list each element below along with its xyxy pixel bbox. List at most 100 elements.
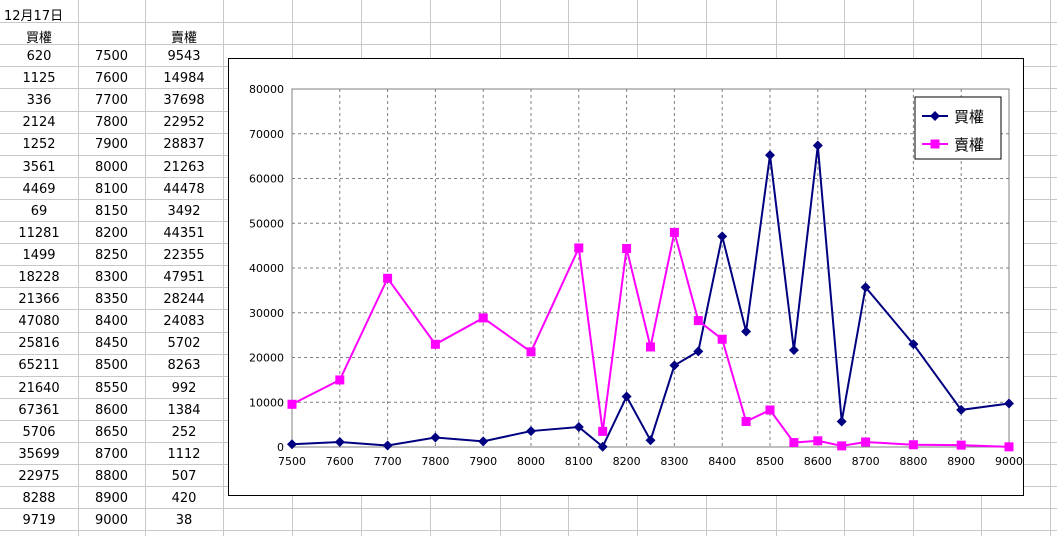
call-value-cell[interactable]: 21366	[18, 292, 60, 308]
call-value-cell[interactable]: 1499	[22, 247, 56, 263]
put-value-cell[interactable]: 14984	[163, 71, 205, 87]
put-value-cell[interactable]: 38	[175, 513, 193, 529]
call-value-cell[interactable]: 11281	[18, 225, 60, 241]
call-value-cell[interactable]: 35699	[18, 446, 60, 462]
data-point	[908, 440, 918, 450]
legend-box	[914, 96, 1002, 160]
put-value-cell[interactable]: 5702	[167, 336, 201, 352]
call-value-cell[interactable]: 67361	[18, 402, 60, 418]
call-value-cell[interactable]: 8288	[22, 491, 56, 506]
data-point	[956, 440, 966, 450]
put-value-cell[interactable]: 44351	[163, 225, 205, 241]
put-value-cell[interactable]: 44478	[163, 181, 205, 197]
data-point	[334, 436, 345, 447]
call-value-cell[interactable]: 3561	[22, 159, 56, 175]
strike-cell[interactable]: 7600	[94, 71, 129, 87]
data-point	[717, 231, 728, 242]
put-value-cell[interactable]: 47951	[163, 270, 205, 285]
strike-cell[interactable]: 8450	[94, 336, 129, 352]
strike-cell[interactable]: 7800	[94, 115, 129, 131]
data-point	[382, 440, 393, 451]
x-tick-label: 7700	[374, 455, 402, 468]
data-point	[860, 282, 871, 293]
strike-cell[interactable]: 7700	[94, 93, 129, 109]
call-value-cell[interactable]: 1125	[22, 71, 56, 87]
call-value-cell[interactable]: 1252	[22, 137, 56, 153]
call-value-cell[interactable]: 25816	[18, 336, 60, 352]
strike-cell[interactable]: 8200	[94, 225, 129, 241]
call-value-cell[interactable]: 65211	[18, 358, 60, 374]
strike-cell[interactable]: 8900	[94, 491, 129, 506]
put-value-cell[interactable]: 1112	[167, 446, 201, 462]
strike-cell[interactable]: 7500	[94, 49, 129, 64]
strike-cell[interactable]: 7900	[94, 137, 129, 153]
data-point	[1004, 442, 1014, 452]
put-value-cell[interactable]: 252	[171, 424, 197, 440]
strike-cell[interactable]: 8500	[94, 358, 129, 374]
data-point	[788, 345, 799, 356]
strike-cell[interactable]: 8650	[94, 424, 129, 440]
y-tick-label: 30000	[249, 307, 284, 320]
x-tick-label: 8800	[899, 455, 927, 468]
call-value-cell[interactable]: 22975	[18, 468, 60, 484]
call-value-cell[interactable]: 69	[30, 203, 48, 219]
call-value-cell[interactable]: 47080	[18, 314, 60, 330]
put-value-cell[interactable]: 1384	[167, 402, 201, 418]
put-value-cell[interactable]: 22355	[163, 247, 205, 263]
data-point	[598, 426, 608, 436]
call-value-cell[interactable]: 620	[26, 49, 52, 64]
call-value-cell[interactable]: 4469	[22, 181, 56, 197]
put-value-cell[interactable]: 992	[171, 380, 197, 396]
x-tick-label: 8600	[804, 455, 832, 468]
data-point	[669, 360, 680, 371]
put-value-cell[interactable]: 37698	[163, 93, 205, 109]
call-value-cell[interactable]: 21640	[18, 380, 60, 396]
strike-cell[interactable]: 8550	[94, 380, 129, 396]
put-value-cell[interactable]: 8263	[167, 358, 201, 374]
put-value-cell[interactable]: 28244	[163, 292, 205, 308]
put-value-cell[interactable]: 22952	[163, 115, 205, 131]
x-tick-label: 7800	[421, 455, 449, 468]
date-cell[interactable]: 12月17日	[4, 9, 64, 24]
data-point	[908, 339, 919, 350]
data-point	[621, 391, 632, 402]
put-value-cell[interactable]: 507	[171, 468, 197, 484]
data-point	[693, 346, 704, 357]
data-point	[478, 436, 489, 447]
x-tick-label: 7600	[326, 455, 354, 468]
header-put[interactable]: 賣權	[170, 31, 197, 46]
strike-cell[interactable]: 8600	[94, 402, 129, 418]
put-value-cell[interactable]: 9543	[167, 49, 201, 64]
data-point	[430, 432, 441, 443]
strike-cell[interactable]: 8350	[94, 292, 129, 308]
x-tick-label: 8400	[708, 455, 736, 468]
strike-cell[interactable]: 9000	[94, 513, 129, 529]
data-point	[430, 339, 440, 349]
strike-cell[interactable]: 8100	[94, 181, 129, 197]
strike-cell[interactable]: 8250	[94, 247, 129, 263]
put-value-cell[interactable]: 24083	[163, 314, 205, 330]
strike-cell[interactable]: 8700	[94, 446, 129, 462]
strike-cell[interactable]: 8800	[94, 468, 129, 484]
put-value-cell[interactable]: 420	[171, 491, 197, 506]
x-tick-label: 8500	[756, 455, 784, 468]
strike-cell[interactable]: 8300	[94, 270, 129, 285]
put-value-cell[interactable]: 28837	[163, 137, 205, 153]
line-chart[interactable]: 0 10000 20000 30000 40000 50000 60000 70000 8000…	[228, 58, 1024, 496]
call-value-cell[interactable]: 18228	[18, 270, 60, 285]
call-value-cell[interactable]: 336	[26, 93, 52, 109]
legend-marker	[930, 111, 940, 121]
strike-cell[interactable]: 8400	[94, 314, 129, 330]
strike-cell[interactable]: 8000	[94, 159, 129, 175]
data-point	[287, 399, 297, 409]
strike-cell[interactable]: 8150	[94, 203, 129, 219]
call-value-cell[interactable]: 5706	[22, 424, 56, 440]
call-value-cell[interactable]: 2124	[22, 115, 56, 131]
put-value-cell[interactable]: 21263	[163, 159, 205, 175]
data-point	[478, 313, 488, 323]
call-value-cell[interactable]: 9719	[22, 513, 56, 529]
series-line	[291, 145, 1010, 449]
x-tick-label: 9000	[995, 455, 1023, 468]
header-call[interactable]: 買權	[25, 31, 52, 46]
put-value-cell[interactable]: 3492	[167, 203, 201, 219]
